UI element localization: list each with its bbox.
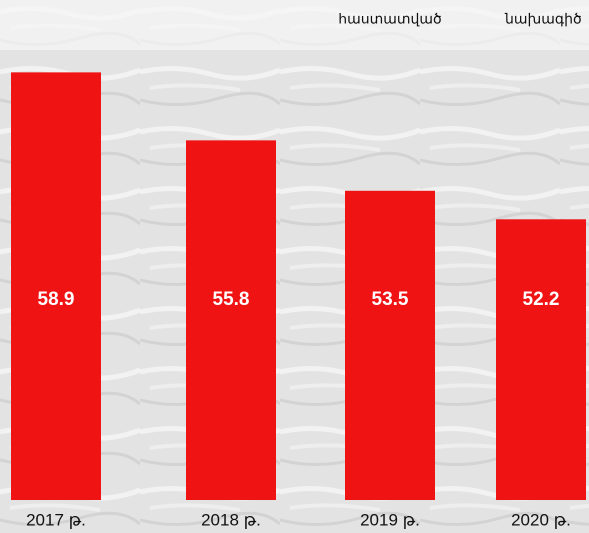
value-label: 52.2 [523, 289, 560, 310]
value-label: 53.5 [372, 289, 409, 310]
bar [186, 140, 276, 500]
bar [496, 219, 586, 500]
x-tick-label: 2020 թ. [511, 510, 571, 529]
x-tick-label: 2018 թ. [201, 510, 261, 529]
value-label: 58.9 [38, 289, 75, 310]
header-band [0, 0, 589, 50]
bar [345, 190, 435, 500]
legend-label: հաստատված [338, 11, 442, 27]
value-label: 55.8 [213, 289, 250, 310]
legend-label: նախագիծ [504, 11, 582, 27]
bar [11, 72, 101, 501]
x-tick-label: 2017 թ. [26, 510, 86, 529]
x-tick-label: 2019 թ. [360, 510, 420, 529]
